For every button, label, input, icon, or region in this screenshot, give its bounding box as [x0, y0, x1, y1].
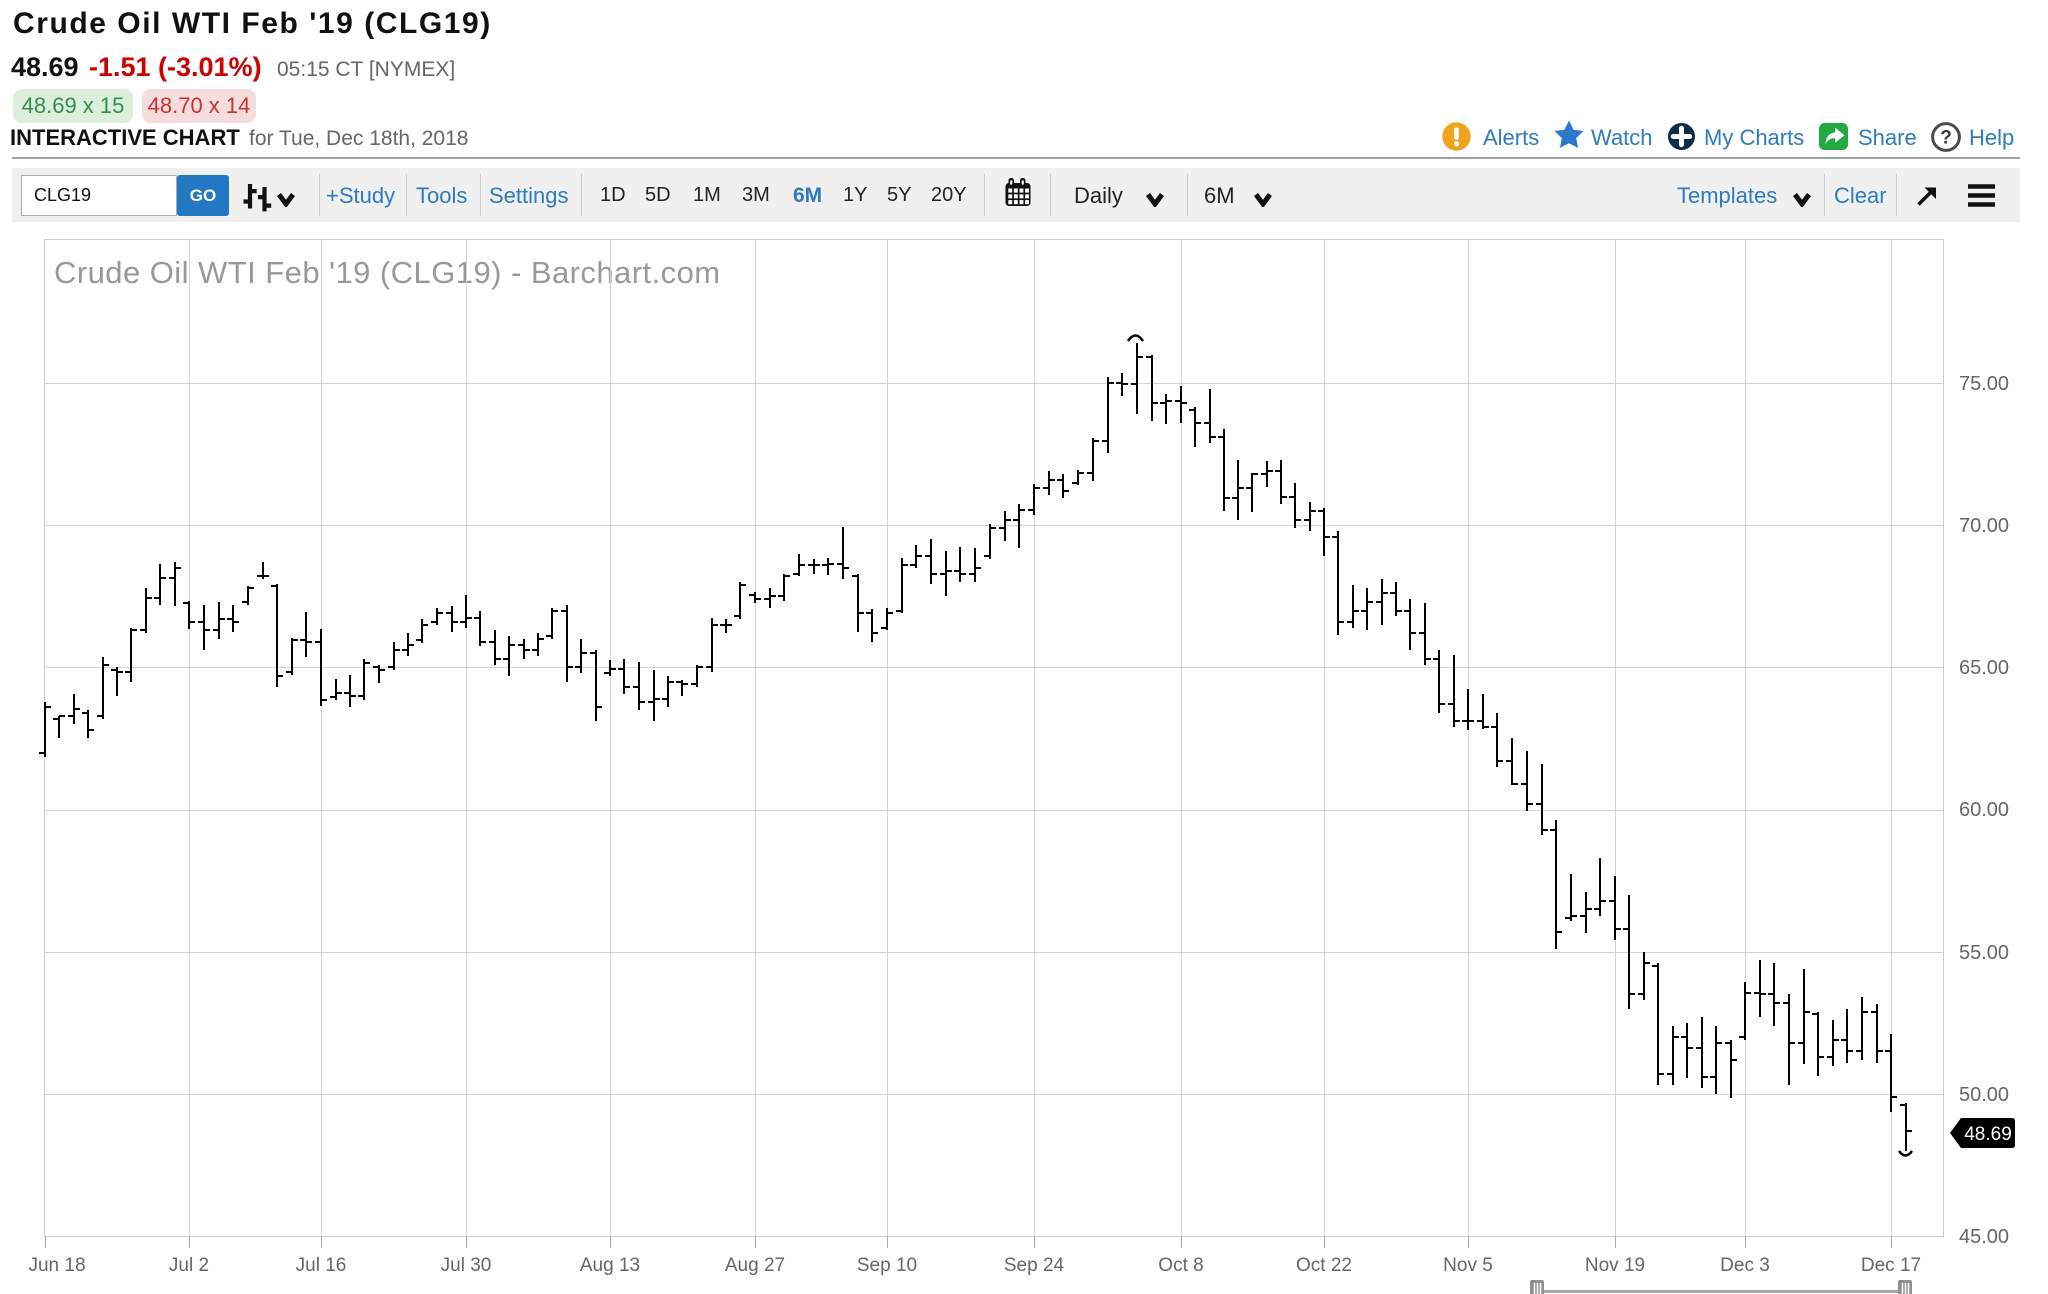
svg-text:Jul 2: Jul 2 [169, 1255, 209, 1276]
svg-text:Nov 5: Nov 5 [1443, 1255, 1493, 1276]
svg-text:Jul 16: Jul 16 [296, 1255, 347, 1276]
svg-text:?: ? [1940, 128, 1952, 149]
svg-text:48.69: 48.69 [1964, 1124, 2012, 1145]
svg-text:70.00: 70.00 [1959, 515, 2009, 537]
svg-text:75.00: 75.00 [1959, 373, 2009, 395]
svg-text:Dec 17: Dec 17 [1861, 1255, 1921, 1276]
svg-text:Oct 8: Oct 8 [1158, 1255, 1203, 1276]
svg-text:Sep 10: Sep 10 [857, 1255, 917, 1276]
svg-text:Jul 30: Jul 30 [441, 1255, 492, 1276]
svg-text:Oct 22: Oct 22 [1296, 1255, 1352, 1276]
svg-text:Nov 19: Nov 19 [1585, 1255, 1645, 1276]
svg-text:65.00: 65.00 [1959, 657, 2009, 679]
svg-text:45.00: 45.00 [1959, 1226, 2009, 1248]
svg-text:Aug 27: Aug 27 [725, 1255, 785, 1276]
svg-text:60.00: 60.00 [1959, 799, 2009, 821]
svg-text:Aug 13: Aug 13 [580, 1255, 640, 1276]
svg-text:Crude Oil WTI Feb '19 (CLG19): Crude Oil WTI Feb '19 (CLG19) - Barchart… [54, 255, 721, 290]
svg-text:Jun 18: Jun 18 [28, 1255, 85, 1276]
svg-text:50.00: 50.00 [1959, 1084, 2009, 1106]
svg-text:Dec 3: Dec 3 [1720, 1255, 1770, 1276]
svg-text:55.00: 55.00 [1959, 942, 2009, 964]
svg-text:Sep 24: Sep 24 [1004, 1255, 1065, 1276]
